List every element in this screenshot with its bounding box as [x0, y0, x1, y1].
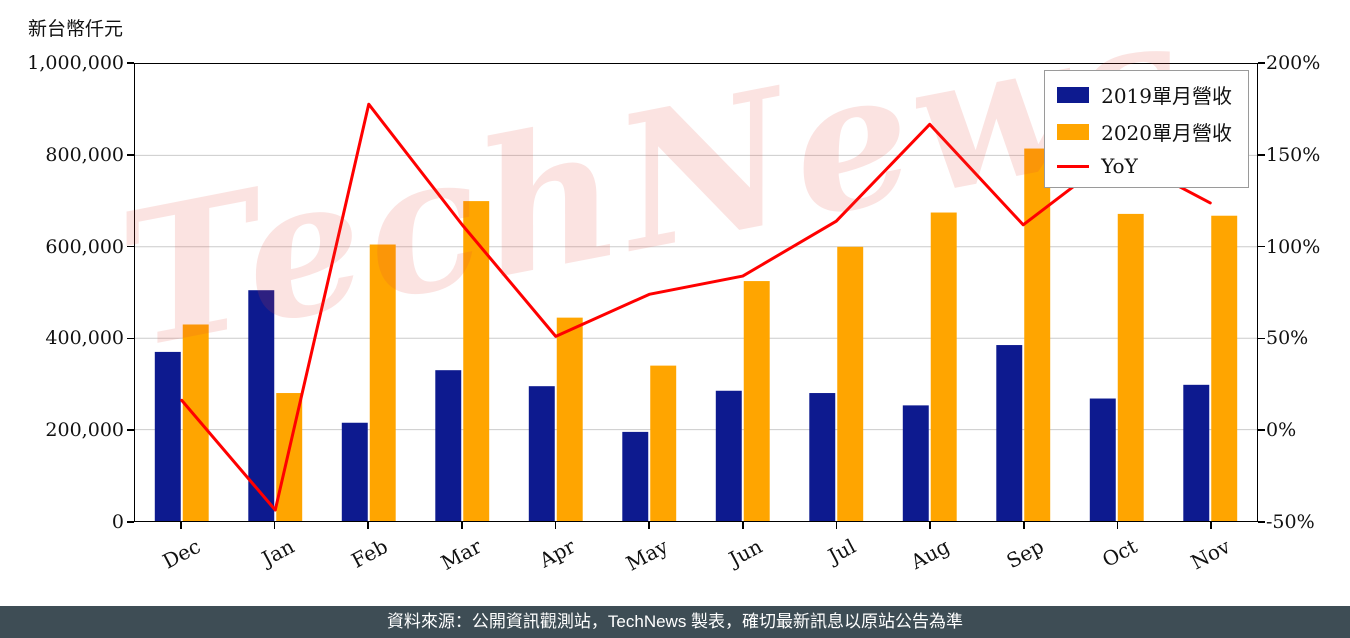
x-tick-label-Dec: Dec: [158, 534, 205, 574]
yoy-line: [180, 102, 1212, 512]
x-tick-label-Sep: Sep: [1001, 534, 1048, 574]
bar-2020單月營收-Mar: [463, 201, 490, 521]
bar-2020單月營收-Nov: [1211, 215, 1238, 521]
right-tick-label: 150%: [1266, 143, 1321, 166]
bar-2020單月營收-Feb: [369, 244, 396, 521]
bar-2019單月營收-Apr: [528, 386, 555, 521]
left-tick-label: 200,000: [45, 419, 124, 442]
right-tick-mark: [1258, 245, 1265, 248]
x-tick-mark: [1023, 522, 1025, 529]
x-tick-mark: [1116, 522, 1119, 529]
right-tick-label: 200%: [1266, 52, 1321, 74]
x-tick-mark: [180, 522, 182, 529]
bar-2019單月營收-Feb: [341, 422, 368, 521]
bar-2019單月營收-Jan: [248, 290, 275, 521]
x-tick-label-Jan: Jan: [257, 534, 298, 571]
right-tick-mark: [1258, 62, 1265, 64]
bar-2019單月營收-Dec: [154, 351, 181, 521]
bar-2019單月營收-Aug: [902, 405, 929, 521]
right-tick-mark: [1258, 521, 1265, 523]
legend-item: YoY: [1057, 154, 1232, 178]
legend-bar-swatch: [1057, 123, 1090, 140]
x-tick-mark: [929, 522, 931, 529]
legend: 2019單月營收 2020單月營收 YoY: [1044, 70, 1249, 188]
right-tick-label: 100%: [1266, 235, 1321, 258]
bar-2020單月營收-Dec: [182, 324, 209, 521]
bar-2020單月營收-Jun: [743, 281, 770, 521]
footer-source-note: 資料來源：公開資訊觀測站，TechNews 製表，確切最新訊息以原站公告為準: [0, 606, 1350, 638]
right-tick-mark: [1258, 429, 1265, 431]
legend-label: 2019單月營收: [1101, 84, 1232, 108]
left-tick-label: 400,000: [45, 327, 124, 350]
x-tick-mark: [461, 522, 463, 529]
left-tick-mark: [127, 337, 134, 340]
x-tick-mark: [1210, 522, 1212, 529]
bar-2020單月營收-May: [650, 365, 677, 521]
x-tick-mark: [273, 522, 276, 529]
plot-canvas: [135, 102, 1257, 521]
x-tick-label-Aug: Aug: [906, 534, 954, 575]
right-tick-label: 0%: [1266, 419, 1297, 442]
x-tick-label-Oct: Oct: [1098, 534, 1141, 572]
legend-item: 2019單月營收: [1057, 80, 1232, 109]
x-tick-label-May: May: [622, 534, 673, 576]
left-tick-label: 600,000: [45, 235, 124, 258]
bar-2019單月營收-Jun: [715, 390, 742, 521]
left-tick-mark: [127, 429, 134, 431]
legend-line-swatch: [1057, 164, 1090, 168]
x-tick-label-Mar: Mar: [436, 534, 486, 575]
x-tick-label-Nov: Nov: [1187, 534, 1235, 575]
left-tick-label: 1,000,000: [27, 52, 124, 74]
bar-2020單月營收-Apr: [556, 317, 583, 521]
left-tick-mark: [127, 245, 134, 248]
bar-2020單月營收-Sep: [1024, 148, 1051, 521]
legend-bar-swatch: [1057, 86, 1090, 103]
x-tick-mark: [742, 522, 744, 529]
right-tick-label: -50%: [1266, 511, 1315, 533]
bar-2020單月營收-Aug: [930, 212, 957, 521]
legend-label: 2020單月營收: [1101, 121, 1232, 145]
bar-2019單月營收-Oct: [1089, 398, 1116, 521]
x-tick-mark: [835, 522, 838, 529]
legend-item: 2020單月營收: [1057, 117, 1232, 146]
x-tick-mark: [554, 522, 557, 529]
bar-2020單月營收-Jul: [837, 246, 864, 521]
bar-2019單月營收-Jul: [809, 393, 836, 521]
right-tick-label: 50%: [1266, 327, 1309, 350]
bar-2019單月營收-Mar: [435, 370, 462, 521]
x-tick-label-Feb: Feb: [347, 534, 392, 573]
legend-label: YoY: [1101, 154, 1138, 178]
left-tick-mark: [127, 62, 134, 64]
y-axis-unit-label: 新台幣仟元: [28, 18, 124, 40]
right-tick-mark: [1258, 337, 1265, 340]
x-tick-label-Jul: Jul: [824, 534, 860, 569]
x-tick-label-Apr: Apr: [534, 534, 579, 573]
left-tick-label: 800,000: [45, 143, 124, 166]
left-tick-label: 0: [111, 511, 124, 533]
bar-2019單月營收-Nov: [1183, 384, 1210, 521]
left-tick-mark: [127, 154, 134, 156]
plot-area: TechNews 2019單月營收 2020單月營收 YoY: [104, 0, 1258, 522]
bar-2020單月營收-Oct: [1117, 213, 1144, 521]
right-tick-mark: [1258, 154, 1265, 156]
x-tick-mark: [367, 522, 369, 529]
left-tick-mark: [127, 521, 134, 523]
x-tick-mark: [648, 522, 650, 529]
bar-2019單月營收-May: [622, 431, 649, 521]
bar-2019單月營收-Sep: [996, 345, 1023, 521]
x-tick-label-Jun: Jun: [725, 534, 767, 572]
